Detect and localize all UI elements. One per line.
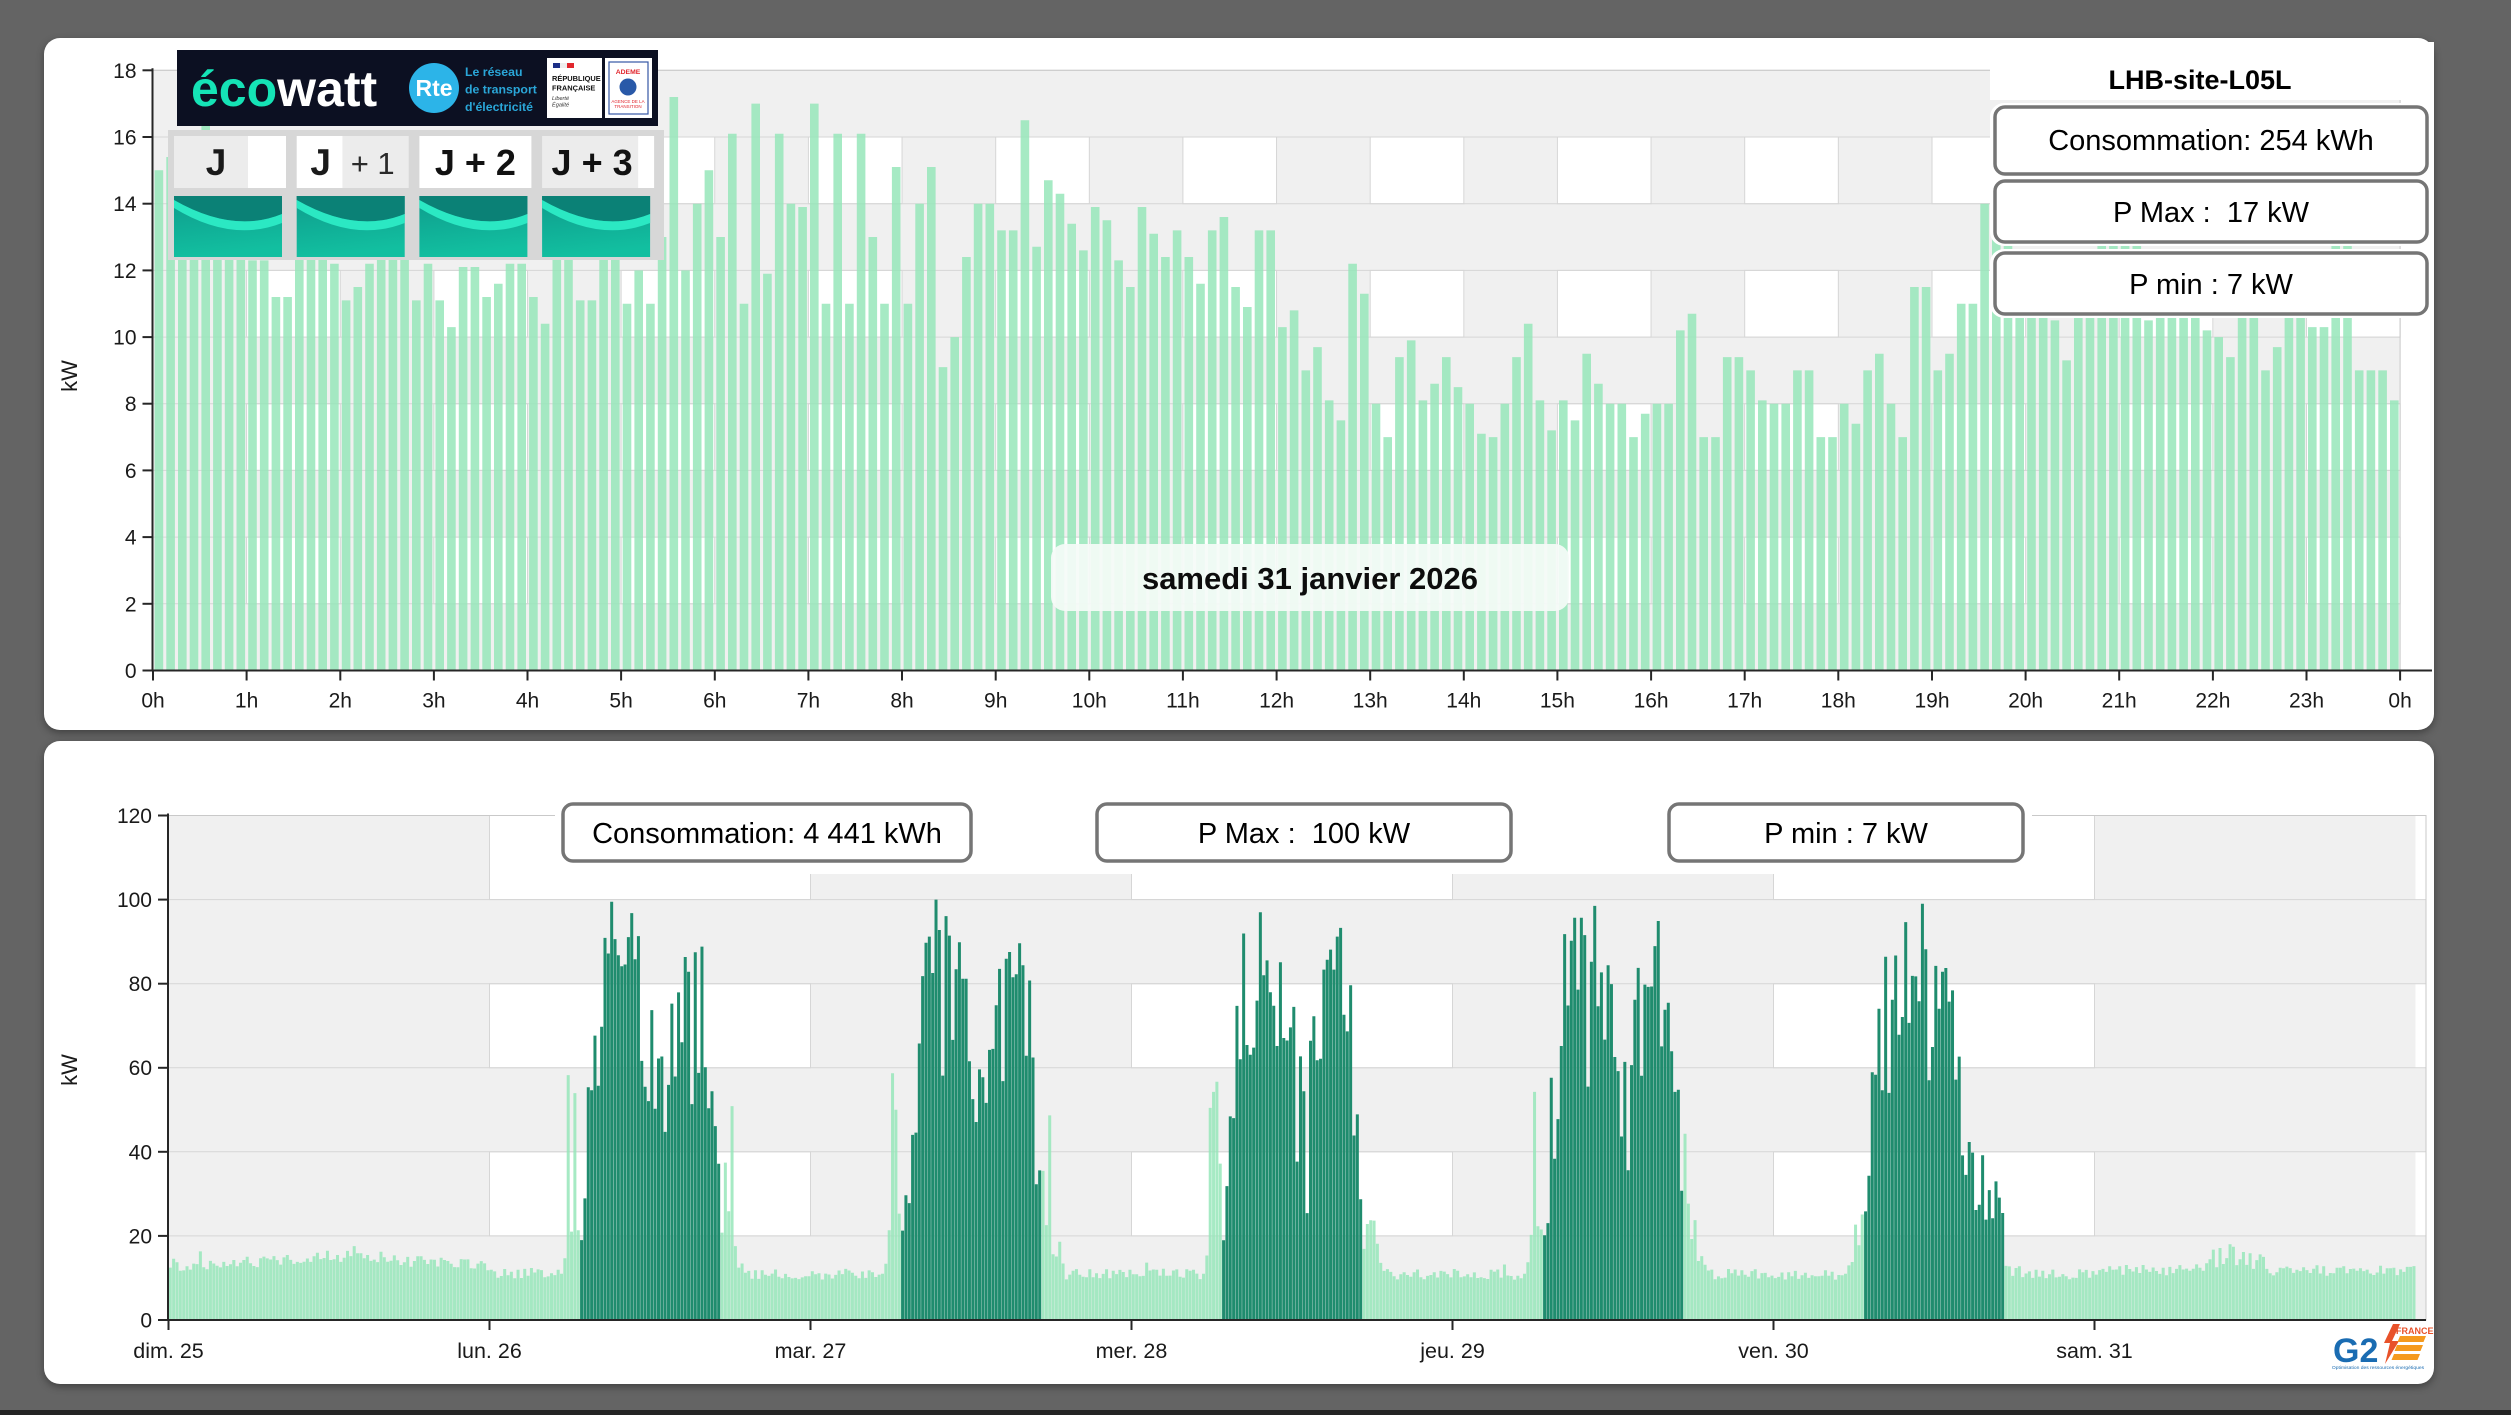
svg-text:Égalité: Égalité bbox=[552, 101, 569, 108]
svg-text:J + 3: J + 3 bbox=[552, 142, 633, 183]
svg-text:11h: 11h bbox=[1166, 690, 1199, 713]
svg-text:Liberté: Liberté bbox=[552, 96, 569, 102]
svg-text:RÉPUBLIQUE: RÉPUBLIQUE bbox=[552, 74, 601, 83]
svg-text:16: 16 bbox=[113, 127, 136, 150]
svg-text:9h: 9h bbox=[984, 690, 1007, 713]
svg-text:Le réseau: Le réseau bbox=[465, 65, 523, 79]
svg-text:20h: 20h bbox=[2008, 690, 2043, 713]
svg-text:mer. 28: mer. 28 bbox=[1096, 1339, 1168, 1363]
svg-text:5h: 5h bbox=[609, 690, 632, 713]
svg-text:Rte: Rte bbox=[415, 75, 452, 101]
svg-text:P min : 7 kW: P min : 7 kW bbox=[1764, 818, 1928, 850]
svg-text:samedi 31 janvier 2026: samedi 31 janvier 2026 bbox=[1142, 561, 1478, 596]
svg-text:1h: 1h bbox=[235, 690, 258, 713]
svg-text:18: 18 bbox=[113, 60, 136, 83]
svg-text:ADEME: ADEME bbox=[616, 69, 641, 76]
svg-text:0: 0 bbox=[140, 1310, 152, 1333]
svg-text:ven. 30: ven. 30 bbox=[1738, 1339, 1809, 1363]
svg-text:P Max : 17 kW: P Max : 17 kW bbox=[2113, 197, 2310, 229]
svg-text:d'électricité: d'électricité bbox=[465, 100, 533, 114]
svg-text:8: 8 bbox=[125, 393, 137, 416]
svg-text:23h: 23h bbox=[2289, 690, 2324, 713]
svg-text:P min : 7 kW: P min : 7 kW bbox=[2129, 269, 2293, 301]
svg-text:12h: 12h bbox=[1259, 690, 1294, 713]
svg-text:écowatt: écowatt bbox=[191, 61, 378, 117]
svg-text:0h: 0h bbox=[141, 690, 164, 713]
svg-text:Optimisation des ressources én: Optimisation des ressources énergétiques bbox=[2332, 1365, 2425, 1371]
svg-text:21h: 21h bbox=[2102, 690, 2137, 713]
svg-text:sam. 31: sam. 31 bbox=[2056, 1339, 2132, 1363]
svg-text:40: 40 bbox=[129, 1141, 152, 1164]
svg-text:P Max : 100 kW: P Max : 100 kW bbox=[1198, 818, 1411, 850]
svg-text:3h: 3h bbox=[422, 690, 445, 713]
svg-text:FRANÇAISE: FRANÇAISE bbox=[552, 83, 595, 92]
svg-text:20: 20 bbox=[129, 1225, 152, 1248]
svg-text:10h: 10h bbox=[1072, 690, 1107, 713]
svg-text:7h: 7h bbox=[797, 690, 820, 713]
svg-text:4h: 4h bbox=[516, 690, 539, 713]
svg-text:J + 2: J + 2 bbox=[435, 142, 516, 183]
svg-text:16h: 16h bbox=[1634, 690, 1669, 713]
svg-text:de transport: de transport bbox=[465, 83, 537, 97]
svg-text:LHB-site-L05L: LHB-site-L05L bbox=[2108, 65, 2291, 95]
svg-text:14h: 14h bbox=[1446, 690, 1481, 713]
svg-text:120: 120 bbox=[117, 805, 152, 828]
svg-text:0h: 0h bbox=[2388, 690, 2411, 713]
svg-text:12: 12 bbox=[113, 260, 136, 283]
svg-text:19h: 19h bbox=[1914, 690, 1949, 713]
svg-text:mar. 27: mar. 27 bbox=[775, 1339, 847, 1363]
svg-text:lun. 26: lun. 26 bbox=[457, 1339, 522, 1363]
svg-text:2: 2 bbox=[125, 593, 137, 616]
svg-text:15h: 15h bbox=[1540, 690, 1575, 713]
svg-text:8h: 8h bbox=[890, 690, 913, 713]
svg-text:13h: 13h bbox=[1353, 690, 1388, 713]
svg-text:80: 80 bbox=[129, 973, 152, 996]
svg-text:2h: 2h bbox=[329, 690, 352, 713]
svg-text:kW: kW bbox=[57, 360, 82, 392]
svg-text:100: 100 bbox=[117, 889, 152, 912]
svg-text:G2: G2 bbox=[2333, 1332, 2378, 1370]
svg-text:4: 4 bbox=[125, 527, 137, 550]
svg-text:14: 14 bbox=[113, 193, 137, 216]
svg-text:+ 1: + 1 bbox=[351, 146, 395, 181]
svg-text:60: 60 bbox=[129, 1057, 152, 1080]
svg-text:J: J bbox=[206, 142, 227, 183]
svg-text:Consommation: 4 441 kWh: Consommation: 4 441 kWh bbox=[592, 818, 942, 850]
svg-text:18h: 18h bbox=[1821, 690, 1856, 713]
svg-text:TRANSITION: TRANSITION bbox=[614, 104, 641, 109]
svg-text:FRANCE: FRANCE bbox=[2396, 1326, 2434, 1336]
svg-text:0: 0 bbox=[125, 660, 137, 683]
svg-text:dim. 25: dim. 25 bbox=[133, 1339, 204, 1363]
svg-text:J: J bbox=[310, 142, 331, 183]
svg-text:Consommation: 254 kWh: Consommation: 254 kWh bbox=[2048, 125, 2374, 157]
svg-text:6h: 6h bbox=[703, 690, 726, 713]
svg-text:22h: 22h bbox=[2195, 690, 2230, 713]
svg-text:10: 10 bbox=[113, 327, 136, 350]
svg-text:17h: 17h bbox=[1727, 690, 1762, 713]
svg-text:kW: kW bbox=[57, 1054, 82, 1086]
svg-text:6: 6 bbox=[125, 460, 137, 483]
svg-text:AGENCE DE LA: AGENCE DE LA bbox=[611, 99, 644, 104]
svg-text:jeu. 29: jeu. 29 bbox=[1419, 1339, 1485, 1363]
